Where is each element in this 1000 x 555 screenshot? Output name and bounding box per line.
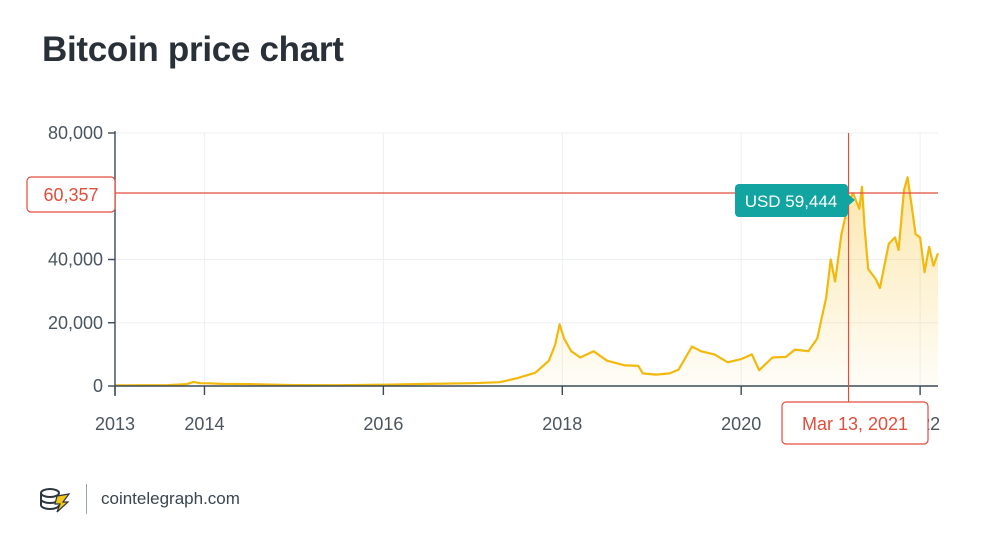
x-tick-label: 2013: [95, 414, 135, 434]
crosshair: 60,357 Mar 13, 2021 USD 59,444: [26, 133, 938, 445]
footer: cointelegraph.com: [38, 482, 240, 516]
cointelegraph-logo-icon: [40, 488, 71, 513]
price-tooltip-box: [735, 184, 848, 217]
footer-divider: [86, 484, 87, 514]
price-tooltip-text: USD 59,444: [745, 192, 838, 211]
site-name[interactable]: cointelegraph.com: [101, 489, 240, 508]
price-area-fill: [115, 177, 938, 386]
x-tick-label: 2020: [721, 414, 761, 434]
crosshair-x-label: Mar 13, 2021: [802, 414, 908, 434]
x-tick-label: 2016: [363, 414, 403, 434]
y-tick-label: 0: [93, 376, 103, 396]
chart-title: Bitcoin price chart: [42, 30, 344, 69]
crosshair-x-label-box: [781, 401, 929, 445]
x-tick-label: 2018: [542, 414, 582, 434]
x-tick-label: 2014: [184, 414, 224, 434]
y-tick-label: 20,000: [48, 313, 103, 333]
price-line: [114, 176, 940, 387]
tick-labels: 020,00040,00080,000201320142016201820202…: [48, 123, 940, 434]
price-tooltip-pointer: [848, 194, 855, 206]
y-tick-label: 40,000: [48, 250, 103, 270]
price-area: [114, 176, 940, 387]
crosshair-y-label-box: [26, 176, 116, 213]
crosshair-y-label: 60,357: [43, 185, 98, 205]
axes: [108, 131, 938, 396]
y-tick-label: 80,000: [48, 123, 103, 143]
